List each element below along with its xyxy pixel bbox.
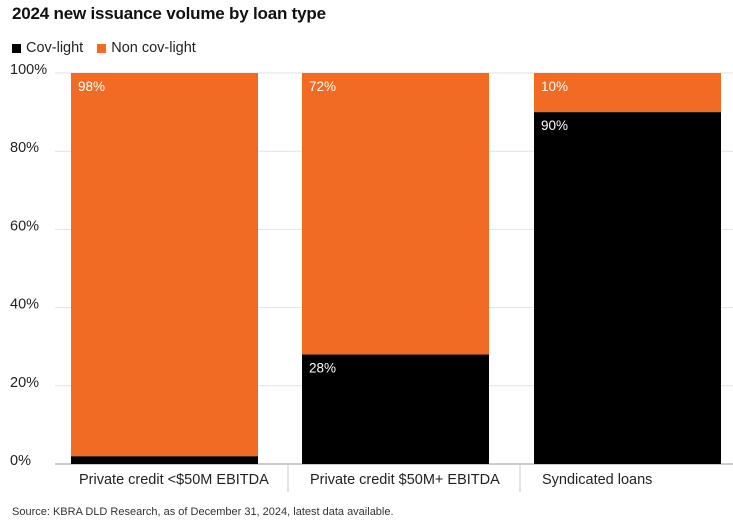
y-tick-label-20: 20%: [10, 375, 39, 391]
bar-non-cov-light-2: [302, 73, 489, 355]
y-tick-label-80: 80%: [10, 140, 39, 156]
y-tick-label-60: 60%: [10, 218, 39, 234]
bar-non-cov-light-3: [534, 73, 721, 113]
chart-title: 2024 new issuance volume by loan type: [12, 4, 326, 23]
data-label-non-cov-light-3: 10%: [541, 79, 568, 94]
source-note: Source: KBRA DLD Research, as of Decembe…: [12, 506, 394, 518]
bar-cov-light-2: [302, 354, 489, 464]
legend-label-cov-light: Cov-light: [26, 40, 84, 56]
legend: Cov-light Non cov-light: [12, 40, 210, 56]
legend-item-cov-light: Cov-light: [12, 40, 83, 56]
y-tick-label-40: 40%: [10, 297, 39, 313]
data-label-non-cov-light-2: 72%: [309, 79, 336, 94]
data-label-cov-light-2: 28%: [309, 361, 336, 376]
legend-item-non-cov-light: Non cov-light: [97, 40, 196, 56]
y-tick-label-0: 0%: [10, 453, 31, 469]
x-category-label-3: Syndicated loans: [542, 472, 652, 488]
data-label-cov-light-1: 2%: [78, 462, 98, 477]
y-tick-label-100: 100%: [10, 62, 47, 78]
legend-label-non-cov-light: Non cov-light: [111, 40, 196, 56]
bar-non-cov-light-1: [71, 73, 258, 457]
legend-swatch-non-cov-light: [97, 43, 107, 53]
bar-cov-light-1: [71, 456, 258, 464]
legend-swatch-cov-light: [12, 43, 21, 53]
bar-cov-light-3: [534, 112, 721, 464]
x-category-label-2: Private credit $50M+ EBITDA: [310, 472, 500, 488]
data-label-cov-light-3: 90%: [541, 118, 568, 133]
x-category-label-1: Private credit <$50M EBITDA: [79, 472, 269, 488]
data-label-non-cov-light-1: 98%: [78, 79, 105, 94]
